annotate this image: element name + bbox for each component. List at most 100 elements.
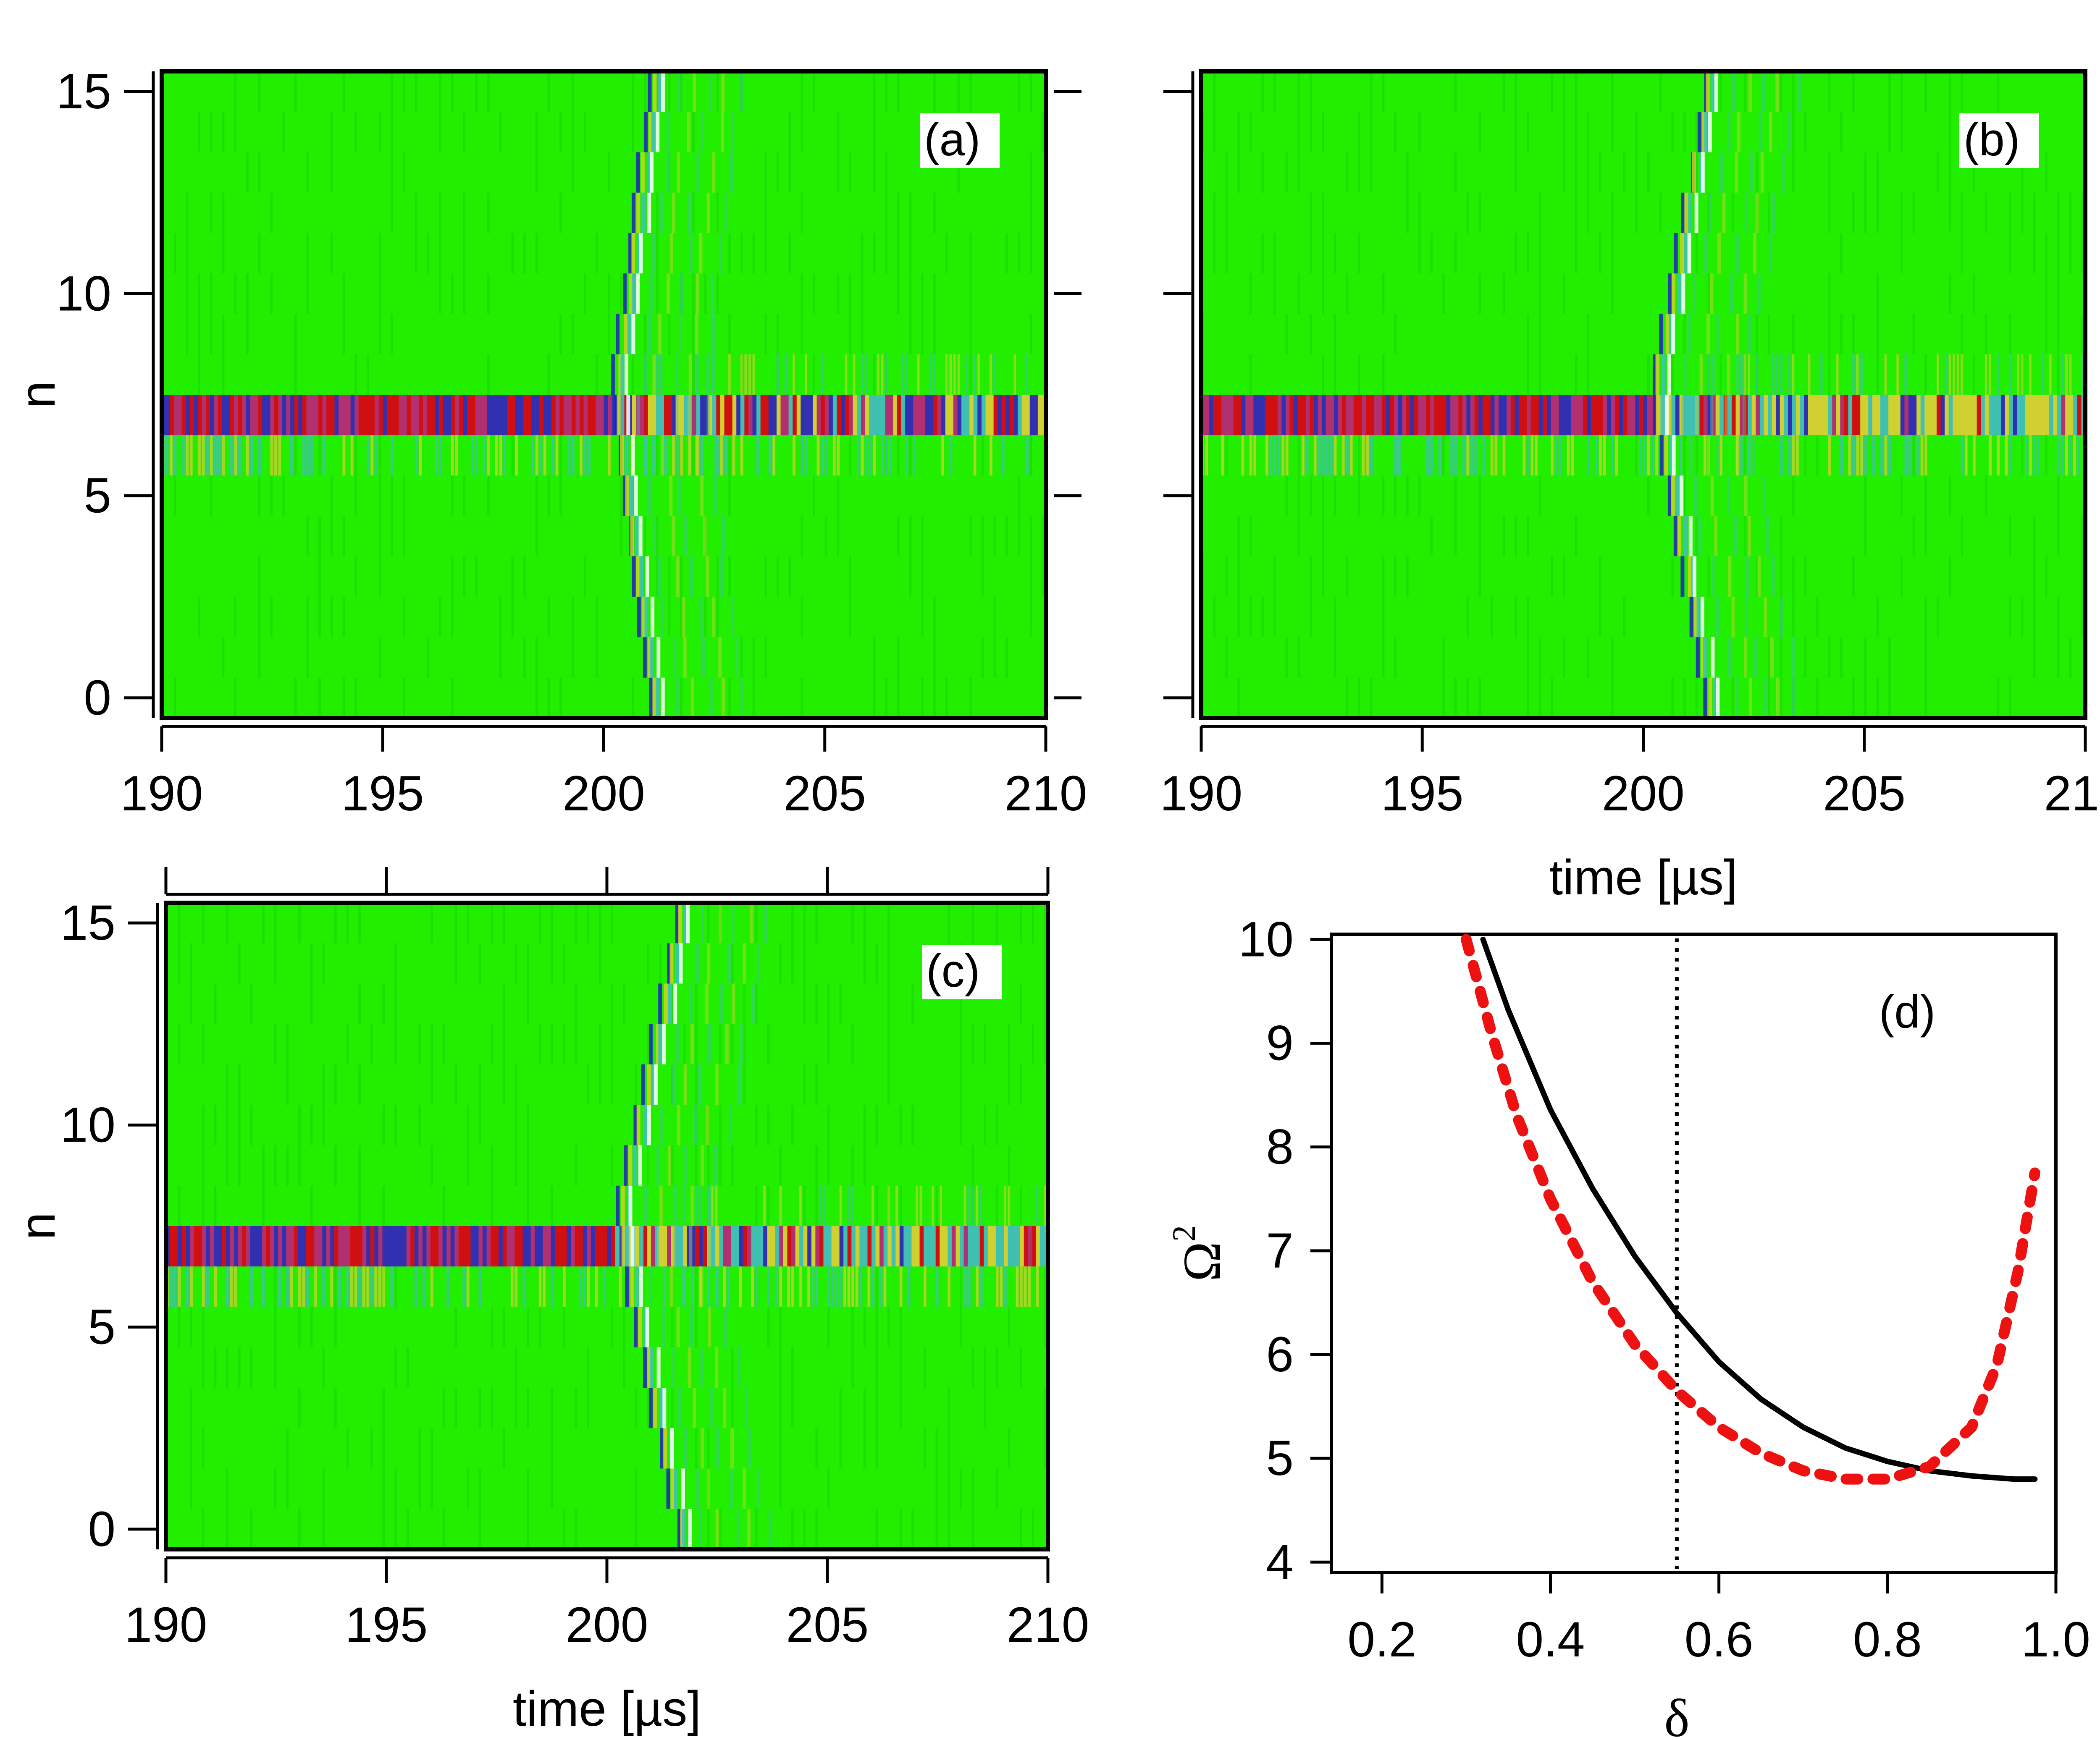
heatmap-front-cell (666, 1468, 670, 1509)
heatmap-cell (430, 1145, 433, 1186)
heatmap-cell (895, 1226, 900, 1267)
heatmap-cell (963, 1185, 966, 1226)
heatmap-cell (366, 1226, 371, 1267)
heatmap-cell (933, 192, 936, 233)
heatmap-cell (214, 395, 218, 435)
heatmap-cell (924, 1428, 926, 1469)
heatmap-cell (632, 354, 635, 395)
heatmap-cell (178, 903, 181, 943)
heatmap-cell (2009, 354, 2011, 395)
heatmap-cell (680, 677, 683, 718)
heatmap-cell (250, 435, 253, 476)
heatmap-cell (294, 395, 299, 435)
heatmap-cell (342, 71, 345, 112)
heatmap-cell (2009, 597, 2011, 637)
heatmap-cell (767, 1307, 770, 1347)
heatmap-cell (339, 395, 343, 435)
heatmap-cell (680, 395, 685, 435)
heatmap-wake-cell (748, 1428, 752, 1469)
heatmap-cell (2073, 435, 2076, 476)
panel-c-x-axis-label: time [µs] (513, 1681, 701, 1737)
heatmap-cell (916, 1226, 920, 1267)
heatmap-cell (1370, 112, 1373, 152)
heatmap-cell (1406, 192, 1409, 233)
heatmap-front-cell (638, 1307, 642, 1347)
heatmap-cell (1538, 192, 1541, 233)
heatmap-cell (948, 1388, 950, 1428)
heatmap-cell (442, 1509, 445, 1549)
heatmap-cell (563, 1509, 565, 1549)
heatmap-cell (475, 556, 478, 597)
heatmap-cell (270, 435, 273, 476)
heatmap-cell (1748, 435, 1751, 476)
heatmap-cell (1912, 192, 1915, 233)
heatmap-cell (173, 395, 178, 435)
heatmap-cell (1912, 516, 1915, 556)
heatmap-wake-cell (1711, 556, 1715, 597)
heatmap-cell (446, 1266, 449, 1307)
heatmap-cell (162, 395, 166, 435)
heatmap-cell (803, 1185, 806, 1226)
heatmap-cell (827, 1024, 830, 1064)
heatmap-wake-cell (713, 475, 717, 516)
heatmap-cell (692, 112, 695, 152)
heatmap-cell (1840, 233, 1843, 274)
heatmap-cell (1029, 556, 1032, 597)
heatmap-cell (1792, 556, 1795, 597)
heatmap-cell (652, 435, 655, 476)
heatmap-cell (704, 273, 707, 314)
heatmap-cell (683, 1024, 686, 1064)
heatmap-cell (897, 637, 900, 678)
heatmap-cell (1285, 314, 1288, 354)
heatmap-cell (1394, 395, 1399, 435)
heatmap-front-cell (636, 556, 640, 597)
heatmap-cell (510, 1266, 514, 1307)
heatmap-cell (1780, 597, 1782, 637)
heatmap-cell (755, 1509, 758, 1549)
heatmap-front-cell (1677, 516, 1681, 556)
heatmap-cell (222, 233, 225, 274)
heatmap-cell (330, 233, 333, 274)
heatmap-cell (2081, 516, 2084, 556)
heatmap-wake-cell (1743, 273, 1747, 314)
heatmap-wake-cell (672, 1064, 675, 1105)
heatmap-cell (1997, 395, 2001, 435)
heatmap-cell (1515, 516, 1517, 556)
heatmap-cell (186, 314, 189, 354)
heatmap-wake-cell (675, 395, 679, 435)
heatmap-cell (451, 435, 454, 476)
heatmap-cell (1900, 556, 1903, 597)
heatmap-cell (847, 1185, 850, 1226)
heatmap-cell (668, 395, 672, 435)
heatmap-cell (1008, 1307, 1011, 1347)
heatmap-wake-cell (698, 1509, 702, 1549)
heatmap-cell (2057, 516, 2060, 556)
heatmap-cell (672, 435, 675, 476)
heatmap-cell (857, 395, 861, 435)
heatmap-cell (1936, 597, 1939, 637)
heatmap-cell (2057, 273, 2060, 314)
heatmap-cell (2033, 556, 2036, 597)
heatmap-cell (246, 152, 249, 193)
heatmap-cell (819, 1185, 822, 1226)
heatmap-cell (222, 435, 225, 476)
heatmap-cell (306, 1226, 311, 1267)
heatmap-cell (687, 1226, 691, 1267)
heatmap-front-cell (1711, 637, 1715, 678)
heatmap-cell (1538, 273, 1541, 314)
heatmap-cell (755, 1105, 758, 1145)
heatmap-cell (899, 1105, 902, 1145)
heatmap-cell (2045, 233, 2048, 274)
heatmap-wake-cell (750, 903, 753, 943)
heatmap-cell (178, 1185, 181, 1226)
heatmap-cell (937, 395, 942, 435)
heatmap-cell (487, 71, 490, 112)
heatmap-cell (1623, 395, 1628, 435)
heatmap-front-cell (623, 273, 627, 314)
heatmap-cell (202, 1226, 206, 1267)
heatmap-cell (712, 354, 715, 395)
heatmap-cell (1989, 354, 1992, 395)
heatmap-cell (598, 903, 601, 943)
heatmap-cell (539, 395, 544, 435)
